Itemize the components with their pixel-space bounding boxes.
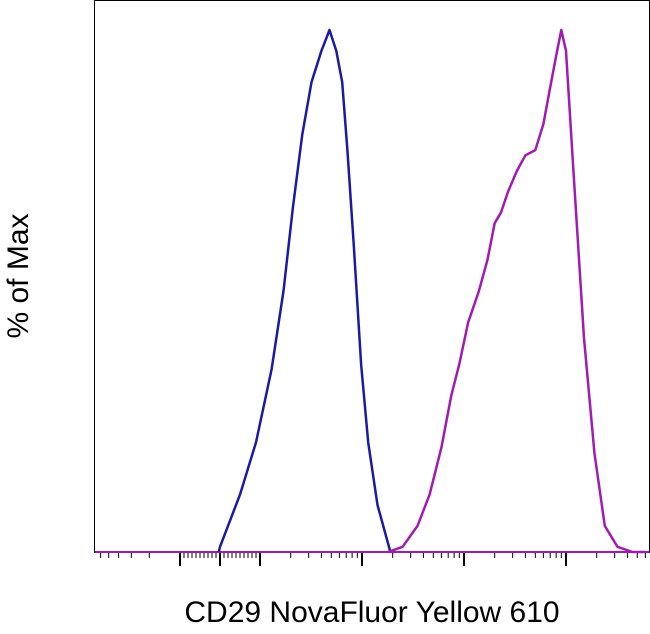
histogram-series-2 xyxy=(387,28,646,554)
series-layer xyxy=(95,28,649,554)
y-axis-label: % of Max xyxy=(2,213,35,338)
x-axis-label: CD29 NovaFluor Yellow 610 xyxy=(184,596,559,629)
x-axis-ticks xyxy=(100,552,646,566)
histogram-series-1 xyxy=(217,28,392,553)
